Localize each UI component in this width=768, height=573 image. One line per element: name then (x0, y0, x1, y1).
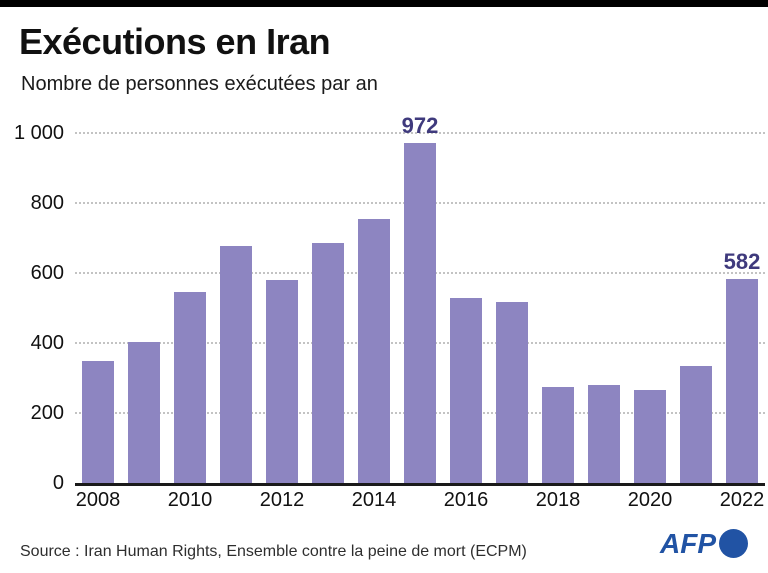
bar-slot-2018 (535, 133, 581, 483)
y-tick-label-1000: 1 000 (13, 122, 64, 144)
bar-2010 (174, 291, 206, 483)
x-tick-label-2020: 2020 (627, 489, 673, 511)
source-credit: Source : Iran Human Rights, Ensemble con… (20, 543, 527, 560)
gridline-1000 (75, 132, 765, 134)
afp-logo: AFP (660, 529, 748, 558)
bar-value-label-2015: 972 (401, 112, 439, 138)
bar-slot-2012 (259, 133, 305, 483)
x-tick-spacer-2015 (397, 489, 443, 512)
bar-slot-2013 (305, 133, 351, 483)
y-tick-label-600: 600 (30, 262, 64, 284)
x-tick-label-2008: 2008 (75, 489, 121, 511)
bar-2019 (588, 385, 620, 483)
bar-2020 (634, 389, 666, 483)
bar-2008 (82, 360, 114, 483)
bar-slot-2011 (213, 133, 259, 483)
x-tick-label-2010: 2010 (167, 489, 213, 511)
x-tick-label-2012: 2012 (259, 489, 305, 511)
chart-title: Exécutions en Iran (19, 21, 331, 62)
bar-2009 (128, 342, 160, 483)
bar-2011 (220, 246, 252, 483)
bar-value-label-2022: 582 (723, 249, 761, 275)
x-tick-spacer-2021 (673, 489, 719, 512)
bar-2018 (542, 387, 574, 483)
bar-2013 (312, 242, 344, 483)
bar-2021 (680, 366, 712, 483)
bar-slot-2010 (167, 133, 213, 483)
y-tick-label-0: 0 (52, 472, 64, 494)
bar-slot-2020 (627, 133, 673, 483)
bar-2016 (450, 297, 482, 483)
bar-2015 (404, 142, 436, 483)
x-tick-spacer-2013 (305, 489, 351, 512)
bar-2012 (266, 280, 298, 483)
x-tick-label-2018: 2018 (535, 489, 581, 511)
bar-slot-2017 (489, 133, 535, 483)
afp-globe-icon (719, 529, 748, 558)
bar-slot-2014 (351, 133, 397, 483)
y-axis: 0 200 400 600 800 1 000 (0, 122, 64, 494)
y-tick-label-800: 800 (30, 192, 64, 214)
y-tick-label-200: 200 (30, 402, 64, 424)
bar-slot-2008 (75, 133, 121, 483)
top-accent-bar (0, 0, 768, 7)
bar-slot-2019 (581, 133, 627, 483)
bar-2017 (496, 302, 528, 483)
plot-area: 972 582 (75, 113, 765, 486)
bar-2014 (358, 219, 390, 483)
bar-slot-2021 (673, 133, 719, 483)
bar-slot-2022: 582 (719, 133, 765, 483)
x-tick-spacer-2009 (121, 489, 167, 512)
x-tick-label-2022: 2022 (719, 489, 765, 511)
x-tick-label-2016: 2016 (443, 489, 489, 511)
chart-subtitle: Nombre de personnes exécutées par an (21, 73, 378, 95)
bar-slot-2009 (121, 133, 167, 483)
bar-slot-2015: 972 (397, 113, 443, 483)
x-tick-spacer-2011 (213, 489, 259, 512)
x-tick-spacer-2017 (489, 489, 535, 512)
x-tick-spacer-2019 (581, 489, 627, 512)
bar-series: 972 582 (75, 113, 765, 483)
afp-logo-text: AFP (660, 527, 716, 559)
y-tick-label-400: 400 (30, 332, 64, 354)
bar-2022 (726, 279, 758, 483)
x-axis: 2008 2010 2012 2014 2016 2018 2020 2022 (75, 489, 765, 512)
bar-slot-2016 (443, 133, 489, 483)
x-tick-label-2014: 2014 (351, 489, 397, 511)
